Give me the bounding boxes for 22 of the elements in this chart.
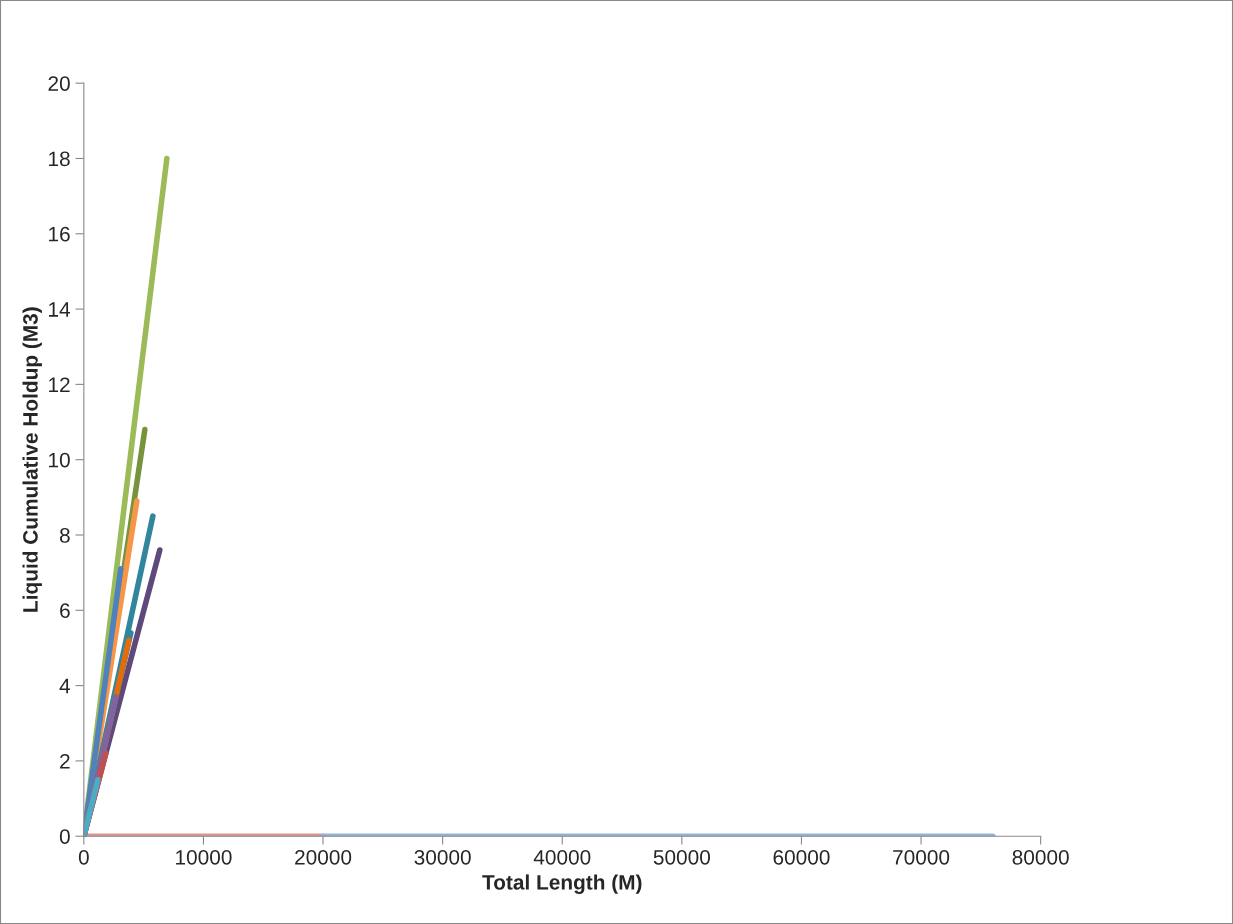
x-tick-label: 30000 [414, 849, 471, 865]
y-tick-label: 8 [59, 528, 70, 543]
x-tick-label: 80000 [1012, 849, 1069, 865]
x-tick-label: 0 [78, 849, 89, 865]
y-tick-label: 10 [49, 452, 70, 468]
y-tick-label: 18 [49, 151, 70, 167]
y-tick-label: 16 [49, 226, 70, 242]
y-tick-label: 4 [59, 678, 71, 694]
x-tick-label: 70000 [893, 849, 950, 865]
y-tick-label: 0 [59, 829, 70, 844]
y-tick-label: 12 [49, 377, 70, 392]
x-tick-label: 50000 [653, 849, 710, 865]
y-tick-label: 6 [60, 603, 70, 619]
y-tick-label: 2 [60, 753, 70, 769]
y-axis-title: Liquid Cumulative Holdup (M3) [22, 307, 42, 612]
y-tick-label: 20 [48, 76, 70, 91]
x-tick-label: 10000 [176, 849, 232, 865]
x-tick-label: 20000 [295, 849, 352, 865]
y-tick-label: 14 [49, 302, 71, 317]
x-tick-label: 60000 [773, 849, 830, 865]
x-axis-title: Total Length (M) [482, 874, 642, 894]
x-tick-label: 40000 [533, 849, 591, 865]
